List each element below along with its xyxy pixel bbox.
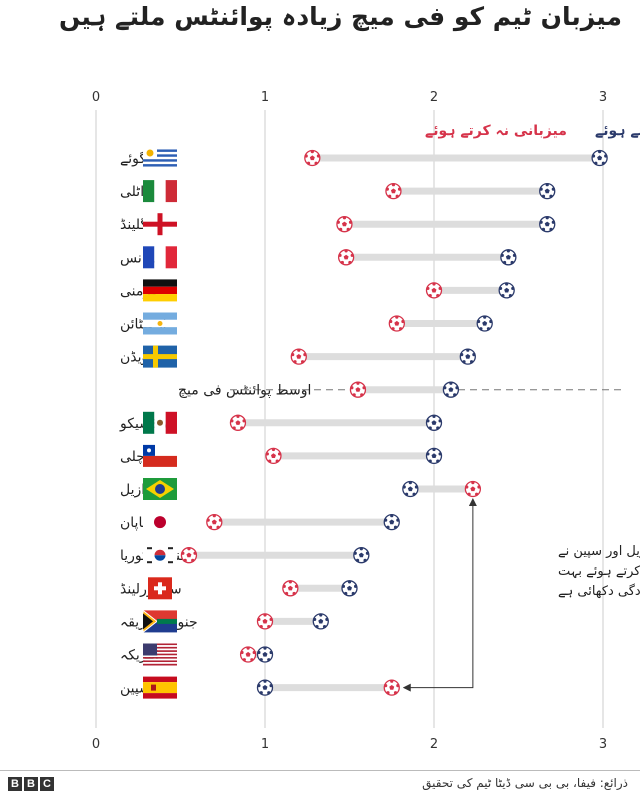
- south_africa-flag: [142, 609, 177, 634]
- source-note: ذرائع: فیفا، بی بی سی ڈیٹا ٹیم کی تحقیق: [422, 776, 628, 790]
- hosting-point: [312, 613, 329, 630]
- hosting-point: [425, 414, 443, 431]
- not-hosting-point: [265, 447, 282, 465]
- footer-divider: [0, 770, 640, 771]
- chart-title: میزبان ٹیم کو فی میچ زیادہ پوائنٹس ملتے …: [58, 2, 622, 31]
- bbc-logo: B B C: [8, 777, 54, 791]
- annotation-text: کارکردگی دکھائی ہے: [558, 583, 640, 599]
- not-hosting-point: [336, 216, 353, 233]
- hosting-point: [442, 381, 460, 398]
- not-hosting-point: [239, 646, 257, 663]
- annotation-arrow-spain: [402, 611, 474, 692]
- not-hosting-point: [229, 414, 247, 431]
- not-hosting-point: [256, 613, 274, 630]
- hosting-point: [498, 282, 515, 299]
- x-tick-label-bottom: 3: [599, 737, 607, 752]
- hosting-point: [459, 348, 476, 365]
- mexico-flag: [143, 411, 177, 434]
- hosting-point: [539, 216, 556, 233]
- argentina-flag: [143, 312, 177, 335]
- legend-not-hosting: میزبانی نہ کرتے ہوئے: [425, 123, 567, 139]
- not-hosting-point: [304, 149, 321, 167]
- not-hosting-point: [385, 182, 402, 200]
- not-hosting-point: [290, 348, 307, 365]
- not-hosting-point: [349, 381, 367, 398]
- row-label: اٹلی: [120, 184, 144, 200]
- x-tick-label-top: 0: [92, 90, 100, 105]
- hosting-point: [383, 513, 400, 531]
- not-hosting-point: [383, 679, 400, 696]
- bbc-logo-letter: C: [40, 777, 54, 791]
- annotation-text: برازیل اور سپین نے: [558, 544, 640, 559]
- x-tick-label-bottom: 2: [430, 737, 438, 752]
- dumbbell-chart: 0 0 1 1 2 2 3 3 میزبانی کرتے ہوئے میزبانی نہ کرتے…: [92, 90, 640, 752]
- usa-flag: [143, 643, 177, 666]
- japan-flag: [143, 511, 177, 534]
- italy-flag: [143, 180, 177, 203]
- bbc-logo-letter: B: [8, 777, 22, 791]
- hosting-point: [591, 149, 608, 167]
- not-hosting-point: [388, 315, 405, 332]
- annotation-text: میزبانی نہ کرتے ہوئے بہت: [558, 564, 640, 579]
- switzerland-flag: [148, 577, 172, 600]
- not-hosting-point: [425, 282, 443, 299]
- not-hosting-point: [337, 249, 355, 266]
- legend-hosting: میزبانی کرتے ہوئے: [595, 123, 640, 139]
- hosting-point: [476, 315, 493, 332]
- england-flag: [143, 213, 177, 236]
- hosting-point: [539, 182, 556, 200]
- hosting-point: [425, 447, 443, 465]
- row-label-average: اوسط پوائنٹس فی میچ: [178, 383, 311, 399]
- not-hosting-point: [180, 547, 198, 564]
- x-tick-label-top: 2: [430, 90, 438, 105]
- sweden-flag: [143, 345, 177, 368]
- uruguay-flag: [143, 147, 177, 169]
- not-hosting-point: [206, 513, 223, 531]
- hosting-point: [341, 580, 358, 597]
- hosting-point: [256, 646, 274, 663]
- row-label: چلی: [120, 449, 145, 465]
- x-tick-label-bottom: 1: [261, 737, 269, 752]
- bbc-logo-letter: B: [24, 777, 38, 791]
- x-tick-label-top: 3: [599, 90, 607, 105]
- hosting-point: [256, 679, 274, 696]
- chile-flag: [143, 444, 177, 467]
- spain-flag: [143, 676, 177, 699]
- hosting-point: [353, 547, 370, 564]
- not-hosting-point: [282, 580, 299, 597]
- hosting-point: [402, 480, 419, 498]
- hosting-point: [500, 249, 517, 266]
- france-flag: [143, 246, 177, 269]
- not-hosting-point: [464, 480, 482, 498]
- x-tick-label-bottom: 0: [92, 737, 100, 752]
- germany-flag: [143, 279, 177, 302]
- brazil-flag: [143, 478, 177, 500]
- x-tick-label-top: 1: [261, 90, 269, 105]
- south_korea-flag: [143, 544, 177, 567]
